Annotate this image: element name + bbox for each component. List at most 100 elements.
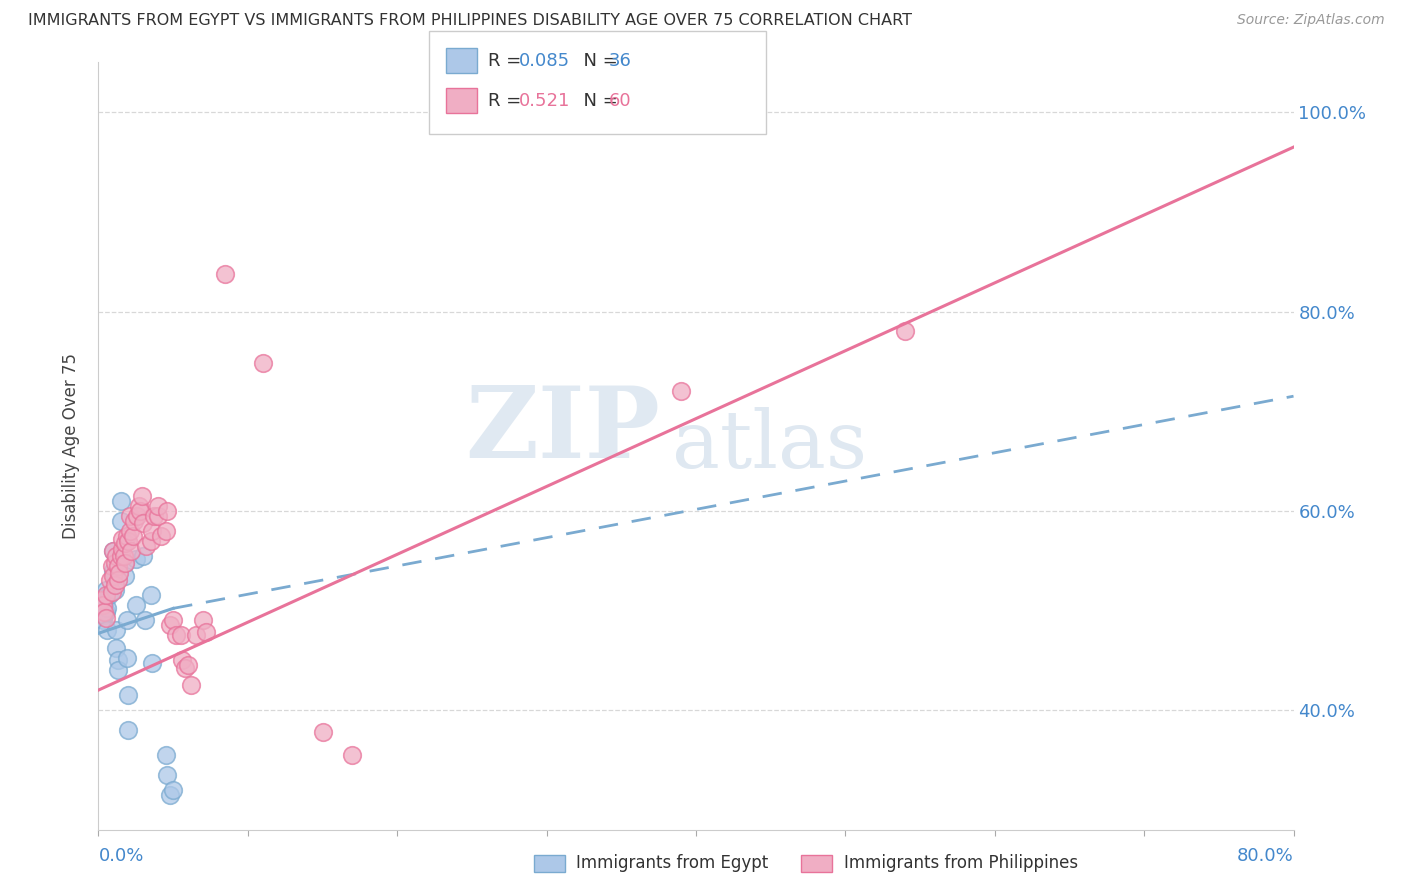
Point	[162, 782, 184, 797]
Point	[141, 524, 163, 538]
Point	[97, 589, 120, 603]
Point	[114, 556, 136, 570]
Text: 0.0%: 0.0%	[98, 847, 143, 865]
Point	[98, 574, 122, 588]
Point	[96, 624, 118, 638]
Text: Immigrants from Egypt: Immigrants from Egypt	[576, 855, 769, 872]
Point	[125, 599, 148, 613]
Point	[155, 747, 177, 762]
Point	[107, 653, 129, 667]
Point	[120, 543, 142, 558]
Text: 80.0%: 80.0%	[1237, 847, 1294, 865]
Point	[105, 549, 128, 563]
Point	[156, 504, 179, 518]
Point	[121, 529, 143, 543]
Point	[93, 606, 115, 620]
Point	[101, 585, 124, 599]
Point	[135, 539, 157, 553]
Point	[90, 593, 112, 607]
Point	[103, 543, 125, 558]
Text: R =: R =	[488, 52, 527, 70]
Text: 36: 36	[609, 52, 631, 70]
Point	[107, 663, 129, 677]
Point	[172, 653, 194, 667]
Point	[894, 325, 917, 339]
Point	[159, 788, 181, 802]
Point	[93, 599, 115, 613]
Point	[110, 514, 132, 528]
Text: 0.521: 0.521	[519, 92, 571, 110]
Point	[104, 568, 127, 582]
Point	[94, 606, 117, 620]
Point	[91, 591, 114, 606]
Point	[117, 723, 139, 737]
Point	[156, 768, 179, 782]
Point	[134, 613, 156, 627]
Point	[115, 613, 138, 627]
Point	[110, 493, 132, 508]
Point	[342, 747, 364, 762]
Point	[132, 549, 155, 563]
Point	[159, 618, 181, 632]
Point	[103, 568, 125, 582]
Text: atlas: atlas	[672, 407, 868, 485]
Point	[115, 651, 138, 665]
Point	[165, 628, 187, 642]
Point	[104, 556, 127, 570]
Point	[104, 578, 127, 592]
Point	[91, 599, 114, 613]
Point	[118, 524, 141, 538]
Point	[94, 589, 117, 603]
Text: 0.085: 0.085	[519, 52, 569, 70]
Point	[114, 556, 136, 570]
Point	[101, 558, 124, 573]
Point	[105, 624, 128, 638]
Point	[93, 608, 115, 623]
Point	[110, 549, 132, 563]
Text: 60: 60	[609, 92, 631, 110]
Text: N =: N =	[572, 52, 624, 70]
Text: R =: R =	[488, 92, 533, 110]
Point	[125, 551, 148, 566]
Point	[96, 601, 118, 615]
Point	[174, 661, 197, 675]
Point	[117, 688, 139, 702]
Point	[141, 656, 163, 670]
Point	[105, 641, 128, 656]
Point	[91, 613, 114, 627]
Text: ZIP: ZIP	[465, 382, 661, 479]
Point	[155, 524, 177, 538]
Point	[128, 499, 150, 513]
Point	[118, 508, 141, 523]
Point	[103, 543, 125, 558]
Point	[117, 533, 139, 548]
Point	[177, 658, 200, 673]
Point	[150, 529, 173, 543]
Point	[131, 489, 153, 503]
Point	[112, 549, 135, 563]
Point	[162, 613, 184, 627]
Point	[111, 532, 134, 546]
Point	[114, 568, 136, 582]
Point	[148, 508, 170, 523]
Point	[132, 516, 155, 530]
Point	[129, 504, 152, 518]
Text: N =: N =	[572, 92, 624, 110]
Point	[195, 625, 218, 640]
Point	[103, 564, 125, 578]
Point	[169, 628, 191, 642]
Point	[180, 678, 202, 692]
Point	[107, 574, 129, 588]
Point	[139, 533, 162, 548]
Point	[148, 499, 170, 513]
Point	[94, 583, 117, 598]
Point	[127, 508, 149, 523]
Point	[90, 593, 112, 607]
Point	[124, 514, 146, 528]
Point	[107, 558, 129, 573]
Point	[104, 583, 127, 598]
Point	[669, 384, 692, 399]
Point	[184, 628, 207, 642]
Text: Immigrants from Philippines: Immigrants from Philippines	[844, 855, 1078, 872]
Point	[108, 566, 131, 580]
